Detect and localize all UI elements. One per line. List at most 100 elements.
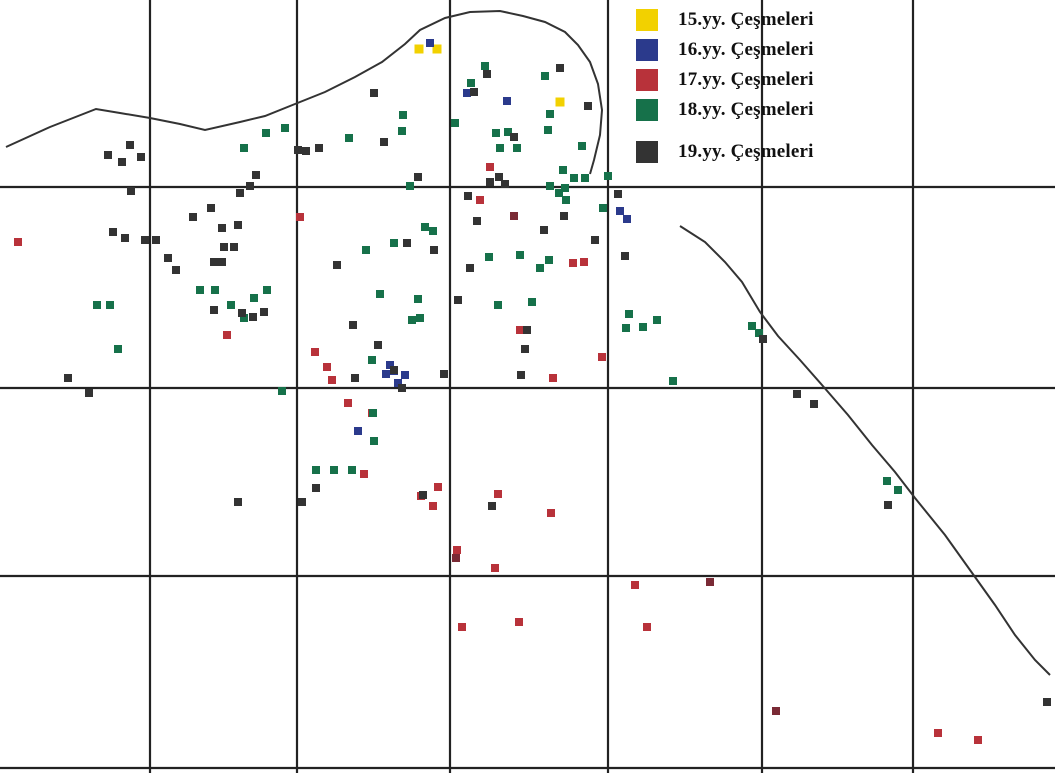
fountain-marker-18th-century bbox=[545, 256, 553, 264]
fountain-marker-16th-century bbox=[354, 427, 362, 435]
legend-label-19th-century: 19.yy. Çeşmeleri bbox=[678, 141, 814, 162]
coastline bbox=[5, 9, 1051, 676]
fountain-marker-18th-century bbox=[639, 323, 647, 331]
fountain-marker-19th-century bbox=[884, 501, 892, 509]
fountain-marker-18th-century bbox=[653, 316, 661, 324]
fountain-marker-18th-century bbox=[451, 119, 459, 127]
fountain-marker-18th-century bbox=[211, 286, 219, 294]
legend-swatch-green bbox=[636, 99, 658, 121]
fountain-marker-19th-century bbox=[419, 491, 427, 499]
fountain-marker-17th-century bbox=[631, 581, 639, 589]
fountain-marker-18th-century bbox=[330, 466, 338, 474]
fountain-marker-18th-century bbox=[528, 298, 536, 306]
legend-item-15th-century: 15.yy. Çeşmeleri bbox=[636, 6, 814, 34]
fountain-marker-19th-century bbox=[374, 341, 382, 349]
fountain-marker-17th-century bbox=[452, 554, 460, 562]
fountain-marker-19th-century bbox=[210, 306, 218, 314]
fountain-marker-19th-century bbox=[218, 224, 226, 232]
fountain-marker-19th-century bbox=[121, 234, 129, 242]
fountain-marker-17th-century bbox=[569, 259, 577, 267]
fountain-marker-16th-century bbox=[394, 379, 402, 387]
fountain-marker-18th-century bbox=[536, 264, 544, 272]
fountain-marker-18th-century bbox=[625, 310, 633, 318]
fountain-marker-18th-century bbox=[570, 174, 578, 182]
fountain-marker-16th-century bbox=[382, 370, 390, 378]
fountain-marker-19th-century bbox=[793, 390, 801, 398]
fountain-marker-17th-century bbox=[360, 470, 368, 478]
fountain-marker-19th-century bbox=[246, 182, 254, 190]
fountain-marker-17th-century bbox=[344, 399, 352, 407]
fountain-marker-19th-century bbox=[220, 243, 228, 251]
fountain-marker-19th-century bbox=[152, 236, 160, 244]
fountain-marker-17th-century bbox=[974, 736, 982, 744]
fountain-marker-19th-century bbox=[486, 178, 494, 186]
fountain-marker-18th-century bbox=[281, 124, 289, 132]
fountain-marker-19th-century bbox=[104, 151, 112, 159]
fountain-marker-18th-century bbox=[390, 239, 398, 247]
legend-item-19th-century: 19.yy. Çeşmeleri bbox=[636, 138, 814, 166]
fountain-marker-19th-century bbox=[403, 239, 411, 247]
fountain-marker-18th-century bbox=[599, 204, 607, 212]
fountain-marker-19th-century bbox=[312, 484, 320, 492]
fountain-marker-18th-century bbox=[399, 111, 407, 119]
fountain-marker-16th-century bbox=[616, 207, 624, 215]
fountain-marker-17th-century bbox=[772, 707, 780, 715]
fountain-marker-18th-century bbox=[406, 182, 414, 190]
fountain-marker-19th-century bbox=[349, 321, 357, 329]
fountain-marker-19th-century bbox=[333, 261, 341, 269]
fountain-marker-18th-century bbox=[485, 253, 493, 261]
fountain-marker-18th-century bbox=[370, 437, 378, 445]
fountain-marker-18th-century bbox=[278, 387, 286, 395]
fountain-marker-17th-century bbox=[598, 353, 606, 361]
fountain-marker-19th-century bbox=[473, 217, 481, 225]
fountain-marker-18th-century bbox=[348, 466, 356, 474]
fountain-marker-19th-century bbox=[109, 228, 117, 236]
fountain-marker-18th-century bbox=[240, 144, 248, 152]
fountain-marker-18th-century bbox=[362, 246, 370, 254]
coastline-east bbox=[679, 225, 1051, 676]
fountain-marker-17th-century bbox=[14, 238, 22, 246]
fountain-marker-19th-century bbox=[260, 308, 268, 316]
fountain-marker-18th-century bbox=[114, 345, 122, 353]
fountain-marker-15th-century bbox=[414, 44, 424, 54]
fountain-marker-18th-century bbox=[622, 324, 630, 332]
fountain-marker-18th-century bbox=[368, 356, 376, 364]
fountain-marker-19th-century bbox=[210, 258, 218, 266]
fountain-marker-19th-century bbox=[137, 153, 145, 161]
fountain-marker-18th-century bbox=[262, 129, 270, 137]
legend-label-18th-century: 18.yy. Çeşmeleri bbox=[678, 99, 814, 120]
fountain-marker-19th-century bbox=[380, 138, 388, 146]
fountain-marker-19th-century bbox=[189, 213, 197, 221]
legend-item-17th-century: 17.yy. Çeşmeleri bbox=[636, 66, 814, 94]
fountain-marker-17th-century bbox=[515, 618, 523, 626]
legend-swatch-yellow bbox=[636, 9, 658, 31]
fountain-marker-18th-century bbox=[669, 377, 677, 385]
fountain-marker-18th-century bbox=[581, 174, 589, 182]
fountain-marker-18th-century bbox=[562, 196, 570, 204]
fountain-marker-19th-century bbox=[234, 221, 242, 229]
fountain-marker-16th-century bbox=[401, 371, 409, 379]
fountain-marker-19th-century bbox=[488, 502, 496, 510]
fountain-marker-19th-century bbox=[759, 335, 767, 343]
fountain-marker-18th-century bbox=[429, 227, 437, 235]
legend-item-16th-century: 16.yy. Çeşmeleri bbox=[636, 36, 814, 64]
fountain-marker-19th-century bbox=[501, 180, 509, 188]
fountain-marker-19th-century bbox=[298, 498, 306, 506]
fountain-marker-17th-century bbox=[494, 490, 502, 498]
fountain-marker-19th-century bbox=[521, 345, 529, 353]
fountain-marker-18th-century bbox=[492, 129, 500, 137]
fountain-marker-19th-century bbox=[584, 102, 592, 110]
fountain-marker-17th-century bbox=[429, 502, 437, 510]
fountain-marker-19th-century bbox=[1043, 698, 1051, 706]
fountain-marker-18th-century bbox=[369, 409, 377, 417]
fountain-marker-17th-century bbox=[516, 326, 524, 334]
fountain-marker-17th-century bbox=[311, 348, 319, 356]
fountain-marker-18th-century bbox=[494, 301, 502, 309]
legend: 15.yy. Çeşmeleri 16.yy. Çeşmeleri 17.yy.… bbox=[636, 4, 896, 169]
fountain-marker-19th-century bbox=[234, 498, 242, 506]
fountain-marker-19th-century bbox=[294, 146, 302, 154]
fountain-marker-19th-century bbox=[621, 252, 629, 260]
fountain-marker-18th-century bbox=[883, 477, 891, 485]
fountain-marker-18th-century bbox=[748, 322, 756, 330]
